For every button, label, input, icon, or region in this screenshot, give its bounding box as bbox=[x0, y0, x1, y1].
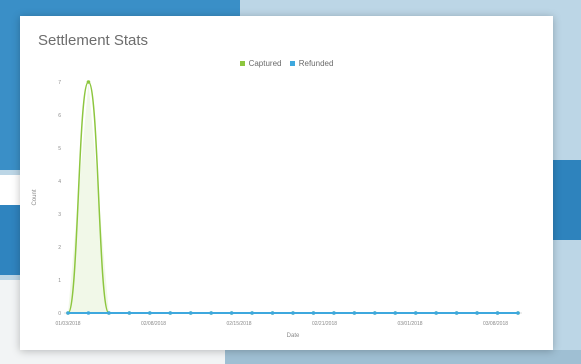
y-tick-label: 0 bbox=[58, 311, 61, 317]
data-point-refunded bbox=[148, 311, 152, 315]
data-point-refunded bbox=[291, 311, 295, 315]
y-axis-label: Count bbox=[32, 189, 38, 205]
data-point-refunded bbox=[270, 311, 275, 315]
data-point-refunded bbox=[188, 311, 193, 315]
legend-item-refunded[interactable]: Refunded bbox=[289, 59, 334, 68]
legend-label-captured: Captured bbox=[248, 59, 282, 68]
legend-item-captured[interactable]: Captured bbox=[239, 59, 282, 68]
data-point-refunded bbox=[311, 311, 316, 315]
y-tick-label: 5 bbox=[58, 146, 61, 152]
data-point-refunded bbox=[66, 311, 70, 315]
data-point-captured bbox=[86, 80, 91, 84]
data-point-refunded bbox=[168, 311, 173, 315]
data-point-refunded bbox=[86, 311, 91, 315]
y-tick-label: 1 bbox=[58, 278, 61, 284]
data-point-refunded bbox=[393, 311, 398, 315]
data-point-refunded bbox=[475, 311, 479, 315]
legend-swatch-refunded bbox=[289, 61, 295, 66]
data-point-refunded bbox=[229, 311, 234, 315]
data-point-refunded bbox=[107, 311, 111, 315]
data-point-refunded bbox=[373, 311, 377, 315]
data-point-refunded bbox=[127, 311, 132, 315]
x-tick-label: 01/03/2018 bbox=[55, 321, 80, 327]
series-line-captured bbox=[67, 81, 518, 314]
settlement-stats-card: Settlement Stats Captured Refunded 0 1 2 3 4… bbox=[20, 16, 553, 350]
data-point-refunded bbox=[209, 311, 213, 315]
legend-swatch-captured bbox=[239, 61, 245, 66]
data-point-refunded bbox=[413, 311, 418, 315]
data-point-refunded bbox=[352, 311, 357, 315]
y-tick-label: 2 bbox=[58, 245, 61, 251]
legend-label-refunded: Refunded bbox=[298, 59, 334, 68]
x-tick-label: 02/15/2018 bbox=[226, 321, 251, 327]
y-tick-label: 3 bbox=[58, 212, 61, 218]
data-point-refunded bbox=[250, 311, 254, 315]
settlement-chart: 0 1 2 3 4 5 6 7 01/03/2018 02/08/2018 02/15/2018 02… bbox=[32, 80, 522, 339]
data-point-refunded bbox=[454, 311, 459, 315]
data-point-refunded bbox=[434, 311, 438, 315]
y-tick-label: 6 bbox=[58, 113, 61, 119]
x-tick-label: 03/01/2018 bbox=[397, 321, 422, 327]
card-title: Settlement Stats bbox=[38, 32, 149, 49]
data-point-refunded bbox=[516, 311, 520, 315]
data-point-refunded bbox=[495, 311, 500, 315]
x-tick-label: 02/08/2018 bbox=[141, 321, 166, 327]
x-tick-label: 02/21/2018 bbox=[312, 321, 337, 327]
chart-legend: Captured Refunded bbox=[20, 59, 553, 68]
x-tick-label: 03/08/2018 bbox=[483, 321, 508, 327]
data-point-refunded bbox=[332, 311, 336, 315]
y-tick-label: 4 bbox=[58, 179, 61, 185]
background-strip bbox=[225, 350, 581, 364]
background-panel-blue-2 bbox=[0, 205, 20, 275]
x-axis-label: Date bbox=[287, 333, 300, 339]
series-area-captured bbox=[68, 82, 518, 313]
y-tick-label: 7 bbox=[58, 80, 61, 86]
